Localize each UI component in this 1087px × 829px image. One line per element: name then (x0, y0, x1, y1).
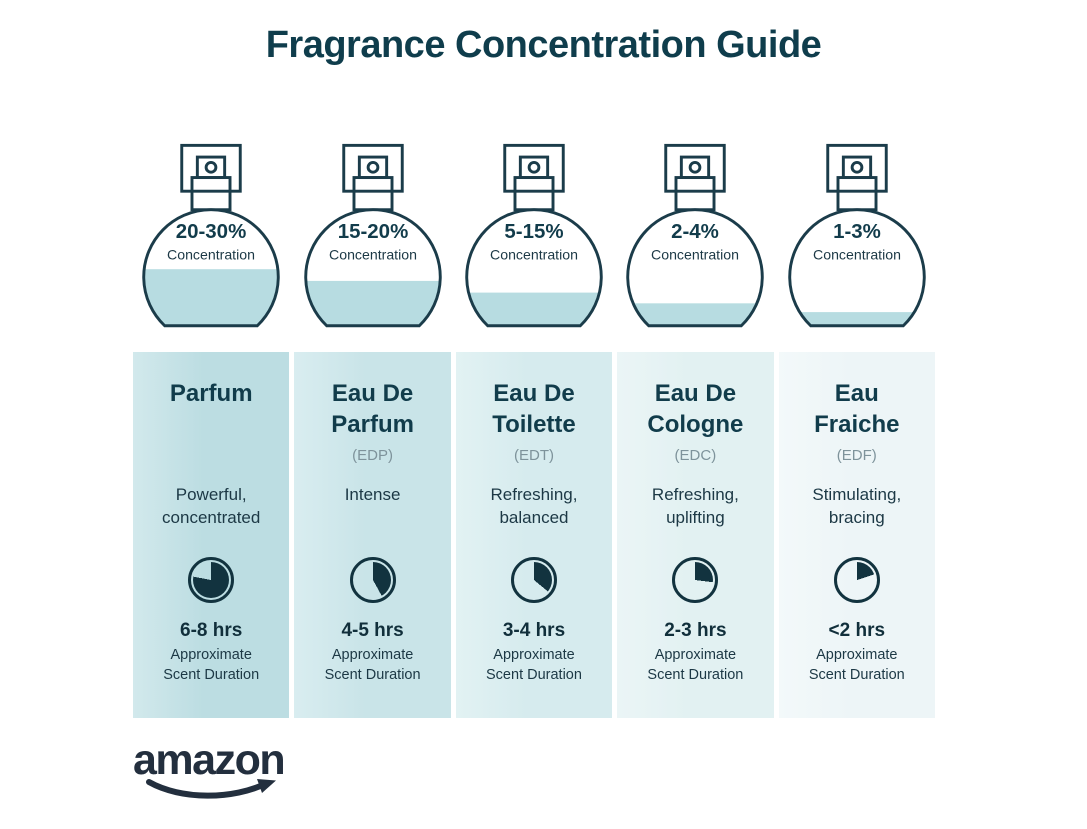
bottle-cap (503, 143, 565, 212)
fragrance-description: Intense (344, 485, 401, 504)
bottle-cell: 1-3% Concentration (779, 140, 935, 336)
duration-label: Approximate Scent Duration (647, 647, 744, 683)
bottle-cap (664, 143, 727, 212)
perfume-bottle-icon: 15-20% Concentration (303, 143, 442, 328)
clock-icon (672, 557, 719, 603)
concentration-range: 5-15% (504, 220, 563, 243)
duration-label: Approximate Scent Duration (324, 647, 421, 683)
clock-icon (349, 557, 396, 603)
perfume-bottle-icon: 2-4% Concentration (626, 143, 765, 328)
concentration-word: Concentration (490, 246, 578, 262)
bottle-liquid (143, 269, 279, 326)
fragrance-abbreviation: (EDP) (352, 447, 394, 464)
duration-label: Approximate Scent Duration (163, 647, 260, 683)
scent-duration: 6-8 hrs (180, 620, 243, 641)
bottle-cap (341, 143, 404, 212)
column-card-eau-de-cologne: Eau De Cologne (EDC) Refreshing, uplifti… (617, 352, 774, 718)
clock-fill (677, 562, 714, 598)
column-card-parfum: Parfum Powerful, concentrated 6-8 hrs Ap… (133, 352, 290, 718)
scent-duration: 2-3 hrs (664, 620, 727, 641)
fragrance-abbreviation: (EDC) (674, 447, 717, 464)
bottle-cell: 15-20% Concentration (294, 140, 450, 336)
column-card-eau-de-parfum: Eau De Parfum (EDP) Intense 4-5 hrs Appr… (294, 352, 451, 718)
concentration-word: Concentration (167, 246, 255, 262)
fragrance-description: Powerful, concentrated (162, 485, 261, 527)
bottle-body (628, 209, 763, 326)
page-title: Fragrance Concentration Guide (265, 24, 822, 66)
amazon-logo: amazon (133, 738, 293, 808)
smile-arrow-icon (146, 779, 276, 799)
concentration-word: Concentration (329, 246, 417, 262)
bottle-cap (826, 143, 888, 212)
duration-label: Approximate Scent Duration (808, 647, 905, 683)
fragrance-description: Stimulating, bracing (812, 485, 902, 527)
scent-duration: 3-4 hrs (502, 620, 566, 641)
clock-fill (354, 562, 391, 598)
bottle-cell: 2-4% Concentration (617, 140, 773, 336)
fragrance-name: Parfum (169, 380, 253, 407)
fragrance-description: Refreshing, uplifting (651, 485, 739, 527)
bottle-liquid (628, 303, 763, 326)
bottle-cell: 5-15% Concentration (456, 140, 612, 336)
concentration-range: 1-3% (833, 220, 881, 243)
clock-fill (193, 562, 230, 598)
bottle-body (789, 209, 925, 326)
fragrance-name: Eau Fraiche (814, 380, 900, 438)
concentration-range: 20-30% (176, 220, 247, 243)
scent-duration: 4-5 hrs (341, 620, 404, 641)
bottle-liquid (466, 292, 602, 326)
column-card-eau-fraiche: Eau Fraiche (EDF) Stimulating, bracing <… (778, 352, 935, 718)
bottle-liquid (789, 312, 925, 326)
perfume-bottle-icon: 5-15% Concentration (465, 143, 603, 328)
concentration-word: Concentration (813, 246, 901, 262)
bottle-cap (180, 143, 242, 212)
fragrance-description: Refreshing, balanced (490, 485, 578, 527)
concentration-range: 2-4% (671, 220, 719, 243)
amazon-wordmark: amazon (133, 736, 286, 784)
clock-icon (833, 557, 880, 603)
scent-duration: <2 hrs (828, 620, 886, 641)
bottle-liquid (305, 280, 440, 326)
clock-fill (515, 562, 552, 598)
concentration-range: 15-20% (337, 220, 408, 243)
fragrance-abbreviation: (EDF) (836, 447, 877, 464)
perfume-bottle-icon: 1-3% Concentration (788, 143, 926, 328)
fragrance-name: Eau De Toilette (492, 380, 576, 438)
clock-icon (510, 557, 557, 603)
fragrance-name: Eau De Cologne (647, 380, 744, 438)
perfume-bottle-icon: 20-30% Concentration (142, 143, 280, 328)
bottle-cell: 20-30% Concentration (133, 140, 289, 336)
bottles-row: 20-30% Concentration 15-20% Concentratio… (133, 140, 935, 336)
clock-icon (188, 557, 235, 603)
duration-label: Approximate Scent Duration (486, 647, 582, 683)
fragrance-abbreviation: (EDT) (513, 447, 554, 464)
columns-row: Parfum Powerful, concentrated 6-8 hrs Ap… (133, 352, 935, 718)
column-card-eau-de-toilette: Eau De Toilette (EDT) Refreshing, balanc… (455, 352, 613, 718)
concentration-word: Concentration (651, 246, 739, 262)
clock-fill (838, 562, 875, 598)
fragrance-name: Eau De Parfum (331, 380, 414, 438)
